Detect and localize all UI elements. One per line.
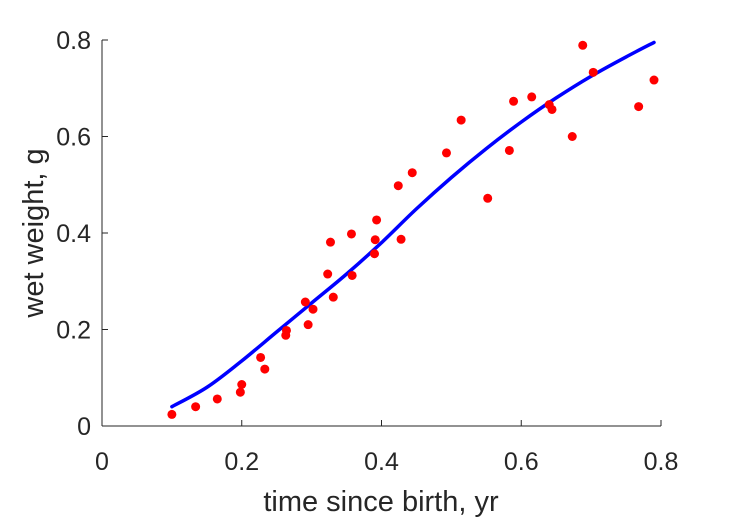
data-point	[567, 132, 577, 141]
data-point	[372, 215, 382, 225]
data-point	[325, 237, 335, 247]
y-tick-label: 0.6	[56, 124, 91, 152]
data-point	[237, 380, 247, 390]
data-point	[393, 181, 403, 191]
data-point	[235, 387, 245, 397]
data-point	[649, 75, 659, 85]
data-point	[328, 292, 338, 302]
data-point	[441, 148, 451, 158]
data-point	[347, 270, 357, 280]
data-point	[578, 40, 588, 50]
x-tick-label: 0.6	[504, 448, 539, 476]
data-point	[547, 104, 557, 114]
data-point	[370, 235, 380, 245]
y-tick-label: 0	[77, 413, 91, 441]
x-tick-label: 0.4	[364, 448, 399, 476]
y-tick-label: 0.4	[56, 220, 91, 248]
data-point	[407, 168, 417, 178]
data-point	[308, 304, 318, 314]
data-point	[167, 409, 177, 419]
data-point	[323, 269, 333, 279]
data-point	[588, 67, 598, 77]
data-point	[346, 229, 356, 239]
data-point	[191, 402, 201, 412]
data-point	[456, 115, 466, 125]
x-tick-label: 0	[95, 448, 109, 476]
x-tick-label: 0.2	[224, 448, 259, 476]
data-point	[483, 193, 493, 203]
series-layer	[167, 40, 659, 419]
data-point	[396, 234, 406, 244]
data-point	[256, 352, 266, 362]
fit-curve	[170, 40, 656, 409]
data-point	[634, 102, 644, 112]
x-ticks: 0 0.2 0.4 0.6 0.8	[95, 420, 678, 476]
data-point	[370, 249, 380, 259]
data-point	[300, 297, 310, 307]
data-point	[212, 394, 222, 404]
axes	[101, 40, 661, 427]
y-tick-label: 0.8	[56, 27, 91, 55]
data-point	[504, 145, 514, 155]
data-point	[509, 96, 519, 106]
y-tick-label: 0.2	[56, 317, 91, 345]
y-ticks: 0 0.2 0.4 0.6 0.8	[56, 27, 108, 441]
x-axis-label: time since birth, yr	[263, 486, 499, 518]
data-point	[281, 325, 291, 335]
data-point	[303, 320, 313, 330]
data-point	[527, 92, 537, 102]
y-axis-label: wet weight, g	[18, 148, 50, 318]
data-point	[260, 364, 270, 374]
x-tick-label: 0.8	[644, 448, 679, 476]
